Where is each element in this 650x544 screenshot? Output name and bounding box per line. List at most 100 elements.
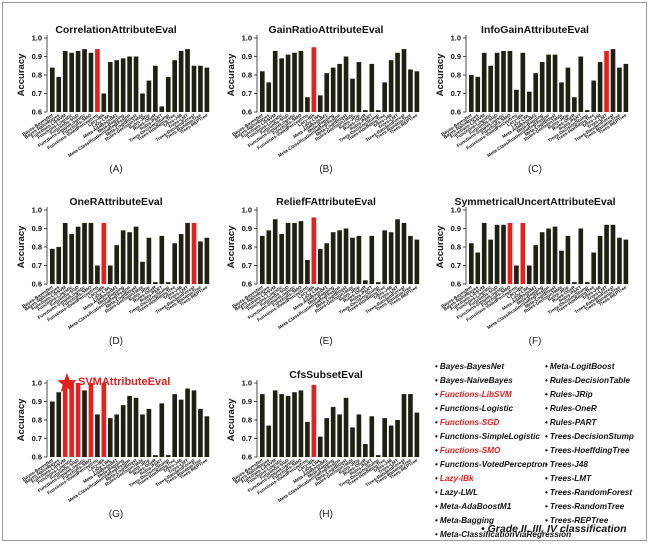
- bar-17: [153, 65, 158, 112]
- bar-8: [95, 414, 100, 457]
- bar-4: [279, 234, 284, 284]
- legend-text: Meta-Bagging: [439, 516, 495, 525]
- bar-25: [623, 239, 629, 284]
- bar-4: [69, 52, 74, 112]
- bar-11: [114, 60, 120, 112]
- y-tick-label: 0.9: [242, 397, 252, 406]
- legend-item: • Functions-LibSVM: [435, 388, 571, 402]
- bar-13: [127, 56, 132, 112]
- y-tick-label: 0.9: [451, 224, 461, 233]
- bar-5: [75, 50, 81, 112]
- legend-text: Trees-REPTree: [549, 516, 609, 525]
- bar-2: [266, 425, 272, 457]
- y-tick-label: 0.7: [242, 89, 252, 98]
- bullet: •: [435, 390, 438, 399]
- bullet: •: [435, 460, 438, 469]
- bar-8: [95, 49, 100, 112]
- bar-6: [82, 390, 87, 457]
- bar-20: [591, 252, 596, 284]
- y-tick-label: 0.7: [242, 434, 252, 443]
- bar-9: [520, 52, 526, 112]
- legend-item: • Bayes-BayesNet: [435, 360, 571, 374]
- bar-16: [146, 80, 152, 112]
- bar-16: [565, 67, 571, 112]
- bullet: •: [435, 488, 438, 497]
- bar-22: [395, 420, 400, 457]
- legend-item: • Trees-RandomForest: [545, 486, 634, 500]
- bar-14: [133, 226, 139, 284]
- chart-title: CorrelationAttributeEval: [55, 24, 177, 36]
- y-tick-label: 0.7: [451, 89, 461, 98]
- legend-text: Trees-RandomForest: [549, 488, 633, 497]
- legend-item: • Functions-SimpleLogistic: [435, 430, 571, 444]
- bar-12: [330, 407, 336, 457]
- bar-9: [311, 47, 317, 112]
- bar-7: [88, 52, 94, 112]
- bar-6: [292, 222, 297, 284]
- bar-18: [578, 56, 584, 112]
- panel-label: (D): [109, 336, 123, 347]
- bar-5: [285, 54, 291, 112]
- bar-18: [369, 63, 375, 112]
- legend-text: Lazy-LWL: [439, 488, 479, 497]
- bar-10: [107, 265, 113, 284]
- bar-9: [101, 93, 107, 112]
- panel-label: (C): [528, 164, 542, 175]
- bar-1: [260, 394, 265, 457]
- y-tick-label: 0.7: [242, 261, 252, 270]
- legend-column-left: • Bayes-BayesNet • Bayes-NaiveBayes • Functio…: [435, 360, 571, 542]
- bar-4: [69, 234, 74, 284]
- star-icon: [57, 373, 77, 392]
- bar-25: [204, 237, 210, 284]
- legend-text: Trees-DecisionStump: [549, 432, 634, 441]
- bar-22: [604, 50, 609, 112]
- bar-14: [343, 228, 349, 284]
- bullet: •: [435, 530, 438, 539]
- bar-19: [584, 110, 590, 112]
- chart-panel-h: 0.6 0.7 0.8 0.9 1.0 Accuracy Bayes-BayesNet Bay…: [221, 356, 431, 531]
- y-tick-label: 0.6: [32, 453, 42, 462]
- bar-24: [198, 65, 203, 112]
- bar-10: [107, 418, 113, 457]
- bar-1: [50, 401, 55, 457]
- legend-text: Trees-RandomTree: [549, 502, 625, 511]
- legend-item: • Rules-PART: [545, 416, 634, 430]
- legend-item: • Rules-JRip: [545, 388, 634, 402]
- bullet: •: [435, 516, 438, 525]
- bar-5: [285, 395, 291, 457]
- bullet: •: [545, 376, 548, 385]
- y-axis-label: Accuracy: [226, 225, 237, 268]
- bar-24: [408, 235, 413, 284]
- bar-12: [120, 230, 126, 284]
- y-tick-label: 0.9: [32, 397, 42, 406]
- bar-25: [623, 63, 629, 112]
- bar-21: [178, 234, 184, 284]
- legend-item: • Lazy-LWL: [435, 486, 571, 500]
- bar-4: [488, 65, 493, 112]
- bar-18: [159, 106, 165, 112]
- y-tick-label: 0.8: [242, 243, 252, 252]
- legend-item: • Trees-HoeffdingTree: [545, 444, 634, 458]
- bar-20: [382, 418, 387, 457]
- bar-17: [363, 280, 368, 284]
- y-axis-label: Accuracy: [435, 225, 446, 268]
- bar-7: [298, 50, 304, 112]
- bar-8: [305, 97, 310, 112]
- legend-item: • Functions-SMO: [435, 444, 571, 458]
- panel-label: (G): [108, 509, 124, 520]
- legend-item: • Trees-DecisionStump: [545, 430, 634, 444]
- legend-item: • Lazy-IBk: [435, 472, 571, 486]
- legend-text: Functions-Logistic: [439, 404, 514, 413]
- chart-svg: 0.60.70.80.91.0AccuracyBayes-BayesNetBay…: [435, 34, 629, 158]
- chart-panel-f: 0.6 0.7 0.8 0.9 1.0 Accuracy Bayes-BayesNet Bay…: [430, 183, 640, 358]
- bar-24: [198, 241, 203, 284]
- bullet: •: [545, 516, 548, 525]
- chart-title: GainRatioAttributeEval: [268, 24, 384, 36]
- bar-5: [75, 226, 81, 284]
- bar-12: [120, 58, 126, 112]
- bar-2: [266, 82, 272, 112]
- y-tick-label: 0.8: [451, 243, 461, 252]
- y-tick-label: 0.8: [32, 243, 42, 252]
- bullet: •: [435, 474, 438, 483]
- panel-label: (B): [319, 164, 333, 175]
